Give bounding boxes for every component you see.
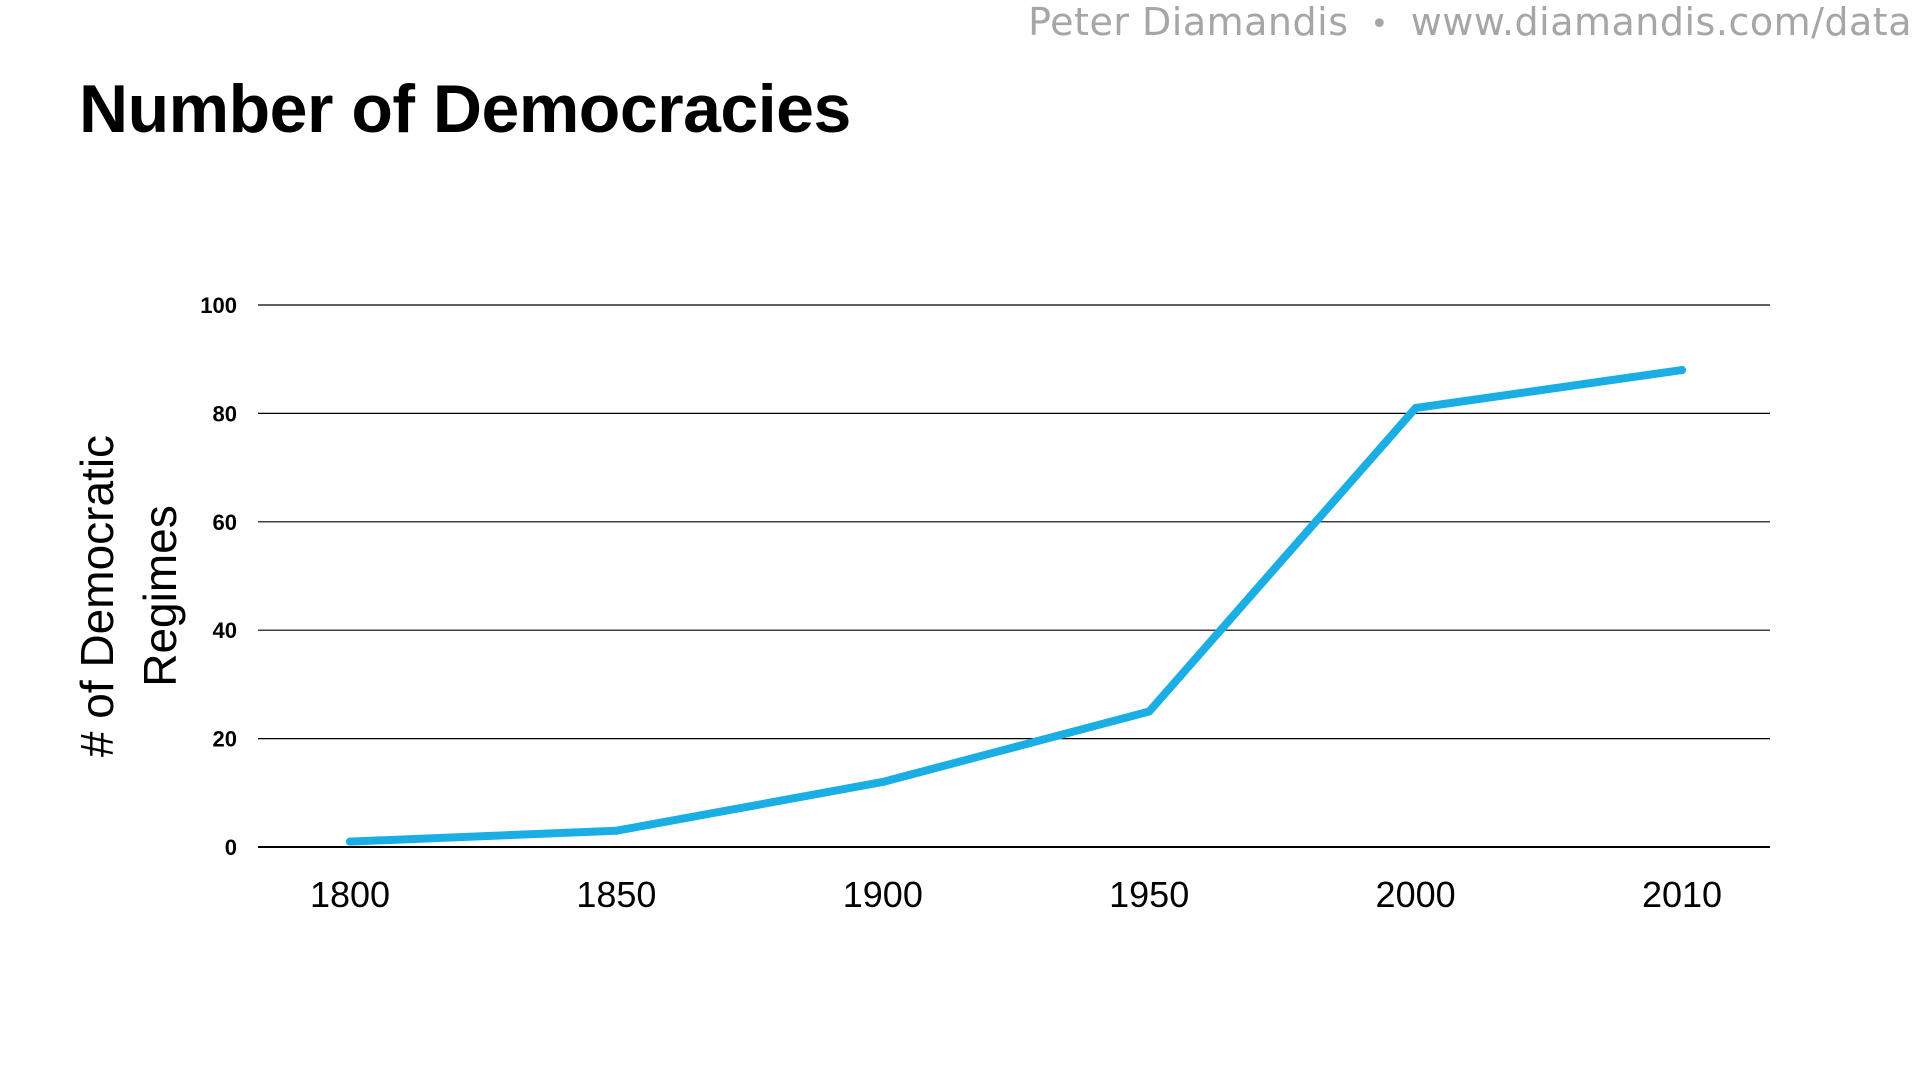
data-point [1145, 707, 1154, 716]
x-tick-label: 1800 [310, 874, 390, 915]
y-axis-ticks: 0 20 40 60 80 100 [200, 293, 237, 860]
y-axis-label-line: Regimes [134, 505, 186, 687]
y-tick-label: 0 [225, 835, 237, 860]
data-point [612, 826, 621, 835]
source-url: www.diamandis.com/data [1410, 0, 1912, 44]
data-point [1411, 403, 1420, 412]
series-line [346, 366, 1686, 846]
series-layer [346, 366, 1686, 846]
data-point [346, 837, 354, 846]
author-name: Peter Diamandis [1028, 0, 1349, 44]
gridlines [258, 304, 1770, 848]
x-tick-label: 2000 [1376, 874, 1456, 915]
x-tick-label: 1900 [843, 874, 923, 915]
y-tick-label: 60 [213, 510, 237, 535]
y-tick-label: 100 [200, 293, 237, 318]
y-tick-label: 40 [213, 618, 237, 643]
y-axis-label: # of Democratic Regimes [71, 435, 186, 757]
y-tick-label: 80 [213, 401, 237, 426]
x-tick-label: 1850 [576, 874, 656, 915]
data-point [1678, 366, 1686, 375]
y-tick-label: 20 [213, 727, 237, 752]
x-axis-ticks: 1800 1850 1900 1950 2000 2010 [310, 874, 1722, 915]
data-point [878, 777, 887, 786]
y-axis-label-line: # of Democratic [71, 435, 123, 757]
chart-title: Number of Democracies [79, 71, 851, 147]
x-tick-label: 1950 [1109, 874, 1189, 915]
separator-dot: • [1370, 7, 1389, 42]
attribution: Peter Diamandis • www.diamandis.com/data [1028, 0, 1912, 44]
x-tick-label: 2010 [1642, 874, 1722, 915]
